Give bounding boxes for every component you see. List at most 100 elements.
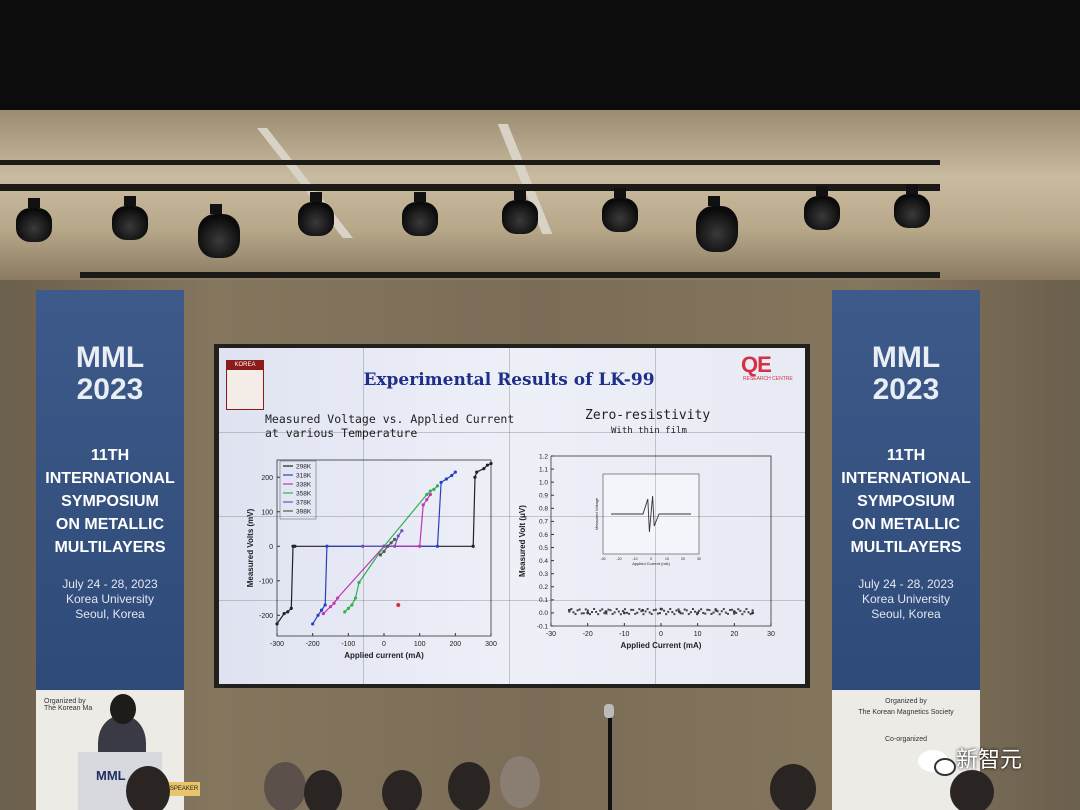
data-point — [714, 608, 717, 611]
podium-sign: MML — [96, 768, 126, 783]
legend-entry: 298K — [296, 464, 312, 471]
legend-entry: 318K — [296, 473, 312, 480]
data-point — [731, 608, 734, 611]
y-tick-label: 0.6 — [539, 532, 548, 539]
data-point — [626, 611, 629, 614]
inset-y-axis-label: Measured Voltage — [594, 497, 599, 530]
speaker-head — [110, 694, 136, 724]
microphone-stand — [608, 706, 612, 810]
data-point — [749, 613, 752, 616]
y-tick-label: -0.1 — [537, 623, 549, 630]
data-point — [640, 610, 643, 613]
data-point — [691, 608, 694, 611]
series-line — [322, 494, 431, 615]
data-point — [623, 608, 626, 611]
data-point — [689, 611, 692, 614]
data-point — [698, 609, 701, 612]
screen-seam — [509, 348, 510, 684]
banner-date-block: July 24 - 28, 2023 Korea University Seou… — [832, 577, 980, 622]
stage-light — [804, 186, 840, 230]
data-point — [597, 613, 600, 616]
data-point — [425, 492, 429, 497]
organizer-label: Organized by — [885, 698, 927, 705]
screen-seam — [363, 348, 364, 684]
data-point — [385, 544, 390, 548]
data-point — [572, 611, 575, 614]
data-point — [685, 609, 688, 612]
legend-box — [279, 460, 317, 520]
y-tick-label: 0.2 — [539, 584, 548, 591]
x-tick-label: 10 — [694, 631, 702, 638]
screen-seam — [655, 348, 656, 684]
data-point — [586, 611, 590, 615]
banner-logo-line: 2023 — [872, 373, 940, 406]
data-point — [311, 622, 315, 626]
data-point — [747, 611, 750, 614]
data-point — [582, 612, 585, 615]
left-chart-heading: Measured Voltage vs. Applied Current at … — [265, 412, 514, 440]
x-tick-label: 20 — [730, 631, 738, 638]
lighting-truss — [80, 272, 940, 278]
banner-venue: Korea University — [861, 592, 951, 606]
data-point — [450, 473, 454, 478]
stage-light — [198, 204, 240, 258]
data-point — [595, 610, 598, 613]
data-point — [710, 612, 713, 615]
data-point — [425, 498, 429, 502]
data-point — [667, 610, 670, 613]
data-point — [621, 610, 624, 613]
korea-university-logo: KOREA — [226, 360, 264, 410]
university-logo-text: KOREA — [227, 361, 263, 370]
y-tick-label: 200 — [261, 475, 273, 482]
banner-title-line: SYMPOSIUM — [857, 493, 955, 510]
y-tick-label: -200 — [259, 613, 273, 620]
data-point — [706, 608, 709, 611]
data-point — [357, 580, 361, 585]
banner-organizer: Organized by The Korean Ma — [36, 690, 184, 720]
y-tick-label: 0.1 — [539, 597, 548, 604]
stage-light — [502, 190, 538, 234]
data-point — [576, 609, 579, 612]
data-point — [642, 613, 645, 616]
x-tick-label: -100 — [341, 641, 355, 648]
data-point — [485, 463, 490, 467]
banner-date-block: July 24 - 28, 2023 Korea University Seou… — [36, 577, 184, 622]
data-point — [289, 606, 293, 610]
data-point — [658, 612, 661, 615]
data-point — [444, 477, 449, 481]
banner-title-line: 11TH — [90, 447, 130, 464]
x-tick-label: 300 — [485, 641, 497, 648]
data-point — [646, 608, 649, 611]
data-point — [435, 484, 440, 488]
data-point — [712, 611, 715, 614]
banner-title-line: SYMPOSIUM — [61, 493, 159, 510]
banner-date: July 24 - 28, 2023 — [62, 577, 158, 591]
data-point — [652, 609, 655, 612]
data-point — [737, 608, 740, 611]
audience-head — [500, 756, 540, 808]
data-point — [332, 601, 336, 605]
data-point — [475, 470, 479, 474]
data-point — [580, 612, 583, 615]
data-point — [722, 608, 725, 611]
data-point — [590, 611, 593, 614]
data-point — [630, 608, 633, 611]
y-tick-label: 0.9 — [539, 493, 548, 500]
data-point — [607, 608, 610, 611]
banner-city: Seoul, Korea — [871, 607, 941, 621]
data-point — [584, 608, 587, 611]
data-point — [353, 596, 358, 600]
data-point — [389, 541, 393, 545]
data-point — [609, 609, 612, 612]
data-point — [644, 610, 647, 613]
banner-organizer: Organized by The Korean Magnetics Societ… — [832, 690, 980, 751]
y-tick-label: 0 — [269, 544, 273, 551]
screen-seam — [219, 600, 805, 601]
banner-title-line: MULTILAYERS — [850, 539, 962, 556]
data-point — [574, 613, 577, 616]
x-tick-label: 0 — [382, 641, 386, 648]
y-tick-label: 0.0 — [539, 610, 548, 617]
data-point — [346, 606, 350, 610]
data-point — [428, 492, 432, 497]
qe-logo: QE — [741, 352, 772, 377]
